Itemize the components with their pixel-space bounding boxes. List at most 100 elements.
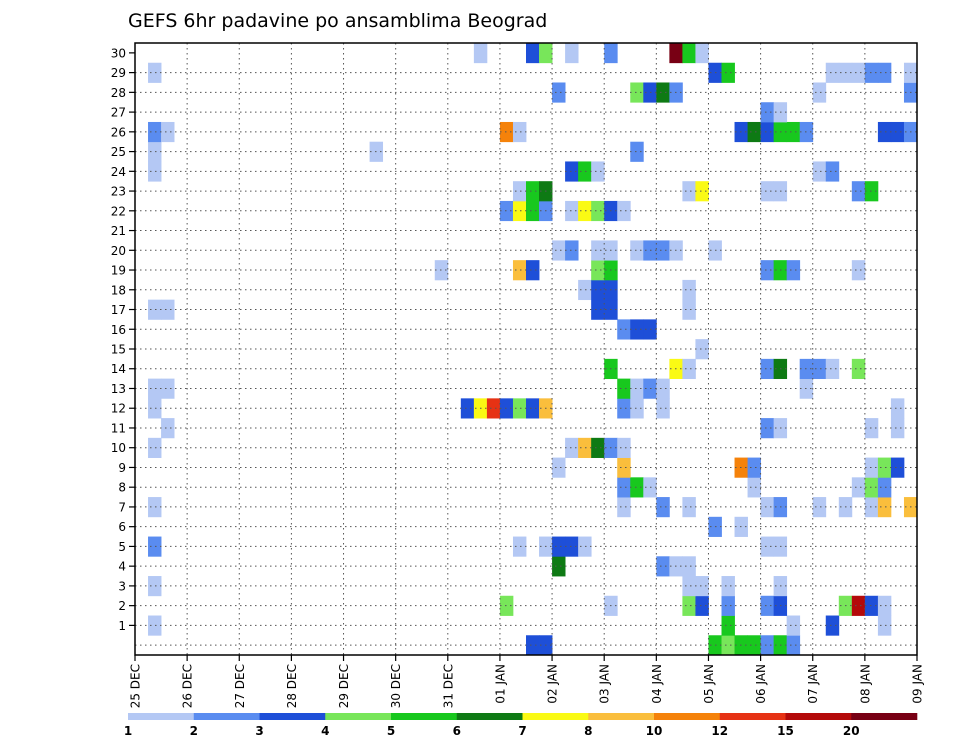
heatmap-cell xyxy=(512,121,527,143)
heatmap-cell xyxy=(877,62,892,83)
heatmap-cell xyxy=(812,497,827,518)
heatmap-cell xyxy=(148,497,162,518)
heatmap-cell xyxy=(526,635,540,656)
y-tick-label: 26 xyxy=(111,125,126,139)
heatmap-cell xyxy=(877,615,892,636)
heatmap-cell xyxy=(695,43,709,64)
heatmap-cell xyxy=(656,378,670,399)
y-axis: 1234567891011121314151617181920212223242… xyxy=(111,46,135,633)
y-tick-label: 2 xyxy=(118,599,126,613)
x-tick-label: 02 JAN xyxy=(546,664,560,704)
heatmap-cell xyxy=(747,121,761,143)
heatmap-cell xyxy=(851,358,866,380)
heatmap-cells xyxy=(148,43,918,656)
heatmap-cell xyxy=(890,418,905,439)
legend-swatch xyxy=(785,713,852,720)
y-tick-label: 13 xyxy=(111,382,126,396)
heatmap-cell xyxy=(851,477,866,498)
heatmap-cell xyxy=(565,437,579,458)
heatmap-cell xyxy=(604,43,618,64)
heatmap-cell xyxy=(877,121,892,143)
x-tick-label: 27 DEC xyxy=(233,664,247,708)
heatmap-cell xyxy=(851,595,866,616)
heatmap-cell xyxy=(161,121,175,143)
heatmap-cell xyxy=(877,497,892,518)
y-tick-label: 6 xyxy=(118,520,126,534)
heatmap-cell xyxy=(682,595,696,616)
heatmap-cell xyxy=(591,299,605,320)
heatmap-cell xyxy=(148,378,162,399)
legend-swatch xyxy=(851,713,918,720)
y-tick-label: 8 xyxy=(118,481,126,495)
heatmap-cell xyxy=(499,200,514,222)
legend-label: 8 xyxy=(584,724,592,738)
heatmap-cell xyxy=(656,240,670,261)
heatmap-cell xyxy=(565,536,579,557)
heatmap-cell xyxy=(786,635,801,656)
heatmap-cell xyxy=(512,200,527,222)
heatmap-cell xyxy=(617,378,631,399)
heatmap-cell xyxy=(473,43,488,64)
heatmap-cell xyxy=(499,121,514,143)
x-tick-label: 31 DEC xyxy=(441,664,455,708)
legend-swatch xyxy=(193,713,260,720)
x-tick-label: 05 JAN xyxy=(702,664,716,704)
legend-label: 6 xyxy=(453,724,461,738)
heatmap-cell xyxy=(877,477,892,498)
heatmap-cell xyxy=(890,398,905,419)
heatmap-cell xyxy=(890,121,905,143)
heatmap-cell xyxy=(148,299,162,320)
heatmap-cell xyxy=(760,181,775,202)
x-tick-label: 08 JAN xyxy=(858,664,872,704)
heatmap-cell xyxy=(721,635,735,656)
legend-label: 3 xyxy=(255,724,263,738)
heatmap-cell xyxy=(539,43,553,64)
y-tick-label: 28 xyxy=(111,86,126,100)
y-tick-label: 10 xyxy=(111,441,126,455)
heatmap-cell xyxy=(760,635,775,656)
legend-label: 15 xyxy=(777,724,794,738)
heatmap-cell xyxy=(812,161,827,182)
heatmap-cell xyxy=(786,615,801,636)
y-tick-label: 25 xyxy=(111,145,126,159)
heatmap-cell xyxy=(851,181,866,202)
heatmap-cell xyxy=(825,615,840,636)
heatmap-cell xyxy=(591,279,605,301)
heatmap-cell xyxy=(148,437,162,458)
x-tick-label: 09 JAN xyxy=(911,664,925,704)
x-tick-label: 04 JAN xyxy=(650,664,664,704)
heatmap-cell xyxy=(630,319,644,340)
heatmap-cell xyxy=(512,181,527,202)
heatmap-cell xyxy=(578,200,592,222)
heatmap-cell xyxy=(526,43,540,64)
heatmap-cell xyxy=(669,43,683,64)
heatmap-cell xyxy=(682,279,696,301)
heatmap-cell xyxy=(682,576,696,597)
heatmap-cell xyxy=(578,536,592,557)
heatmap-cell xyxy=(760,497,775,518)
y-tick-label: 30 xyxy=(111,46,126,60)
heatmap-cell xyxy=(499,398,514,419)
heatmap-cell xyxy=(591,437,605,458)
legend-swatch xyxy=(391,713,458,720)
heatmap-cell xyxy=(617,477,631,498)
heatmap-cell xyxy=(565,43,579,64)
heatmap-cell xyxy=(591,260,605,281)
heatmap-cell xyxy=(682,181,696,202)
y-tick-label: 3 xyxy=(118,579,126,593)
y-tick-label: 15 xyxy=(111,343,126,357)
heatmap-cell xyxy=(682,358,696,380)
x-tick-label: 07 JAN xyxy=(806,664,820,704)
heatmap-cell xyxy=(565,200,579,222)
heatmap-cell xyxy=(825,358,840,380)
heatmap-cell xyxy=(760,418,775,439)
heatmap-cell xyxy=(617,319,631,340)
legend-label: 20 xyxy=(843,724,860,738)
y-tick-label: 18 xyxy=(111,283,126,297)
heatmap-cell xyxy=(630,378,644,399)
heatmap-cell xyxy=(760,358,775,380)
heatmap-cell xyxy=(565,240,579,261)
heatmap-cell xyxy=(760,595,775,616)
heatmap-cell xyxy=(617,457,631,478)
heatmap-cell xyxy=(786,121,801,143)
